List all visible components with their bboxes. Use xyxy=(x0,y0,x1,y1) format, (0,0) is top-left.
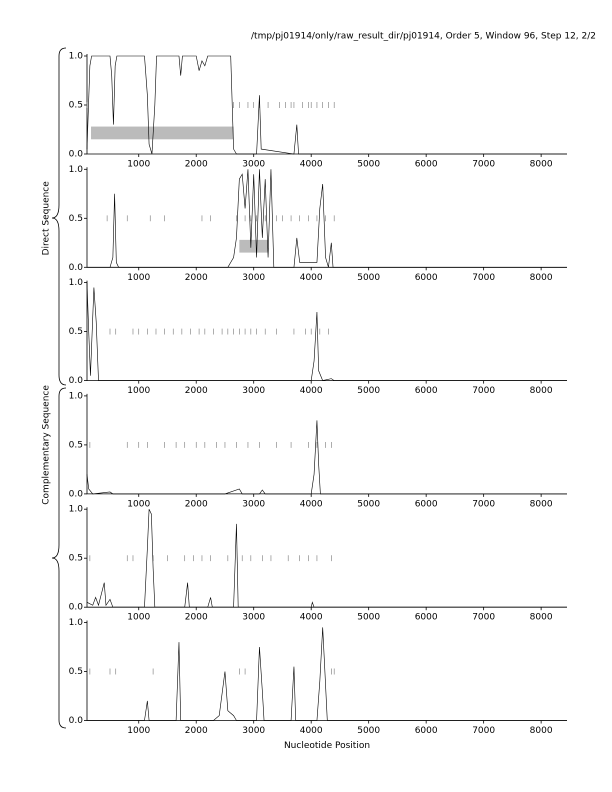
x-tick-label: 2000 xyxy=(185,613,208,623)
x-tick-label: 5000 xyxy=(357,726,380,736)
x-tick-label: 4000 xyxy=(300,613,323,623)
coding-potential-line xyxy=(86,282,567,381)
x-tick-label: 2000 xyxy=(185,726,208,736)
y-tick-label: 0.5 xyxy=(69,554,83,564)
x-tick-label: 5000 xyxy=(357,613,380,623)
x-tick-label: 2000 xyxy=(185,499,208,509)
y-tick-label: 0.0 xyxy=(69,376,84,386)
axis-frame xyxy=(86,620,567,721)
x-tick-label: 7000 xyxy=(472,386,495,396)
x-tick-label: 1000 xyxy=(127,386,150,396)
x-tick-label: 4000 xyxy=(300,160,323,170)
x-tick-label: 8000 xyxy=(530,160,553,170)
chart-title: /tmp/pj01914/only/raw_result_dir/pj01914… xyxy=(251,32,596,42)
gene-region xyxy=(239,239,269,253)
y-tick-label: 0.0 xyxy=(69,263,84,273)
x-tick-label: 4000 xyxy=(300,273,323,283)
x-tick-label: 8000 xyxy=(530,386,553,396)
direct-brace xyxy=(51,47,67,386)
x-tick-label: 1000 xyxy=(127,499,150,509)
x-tick-label: 1000 xyxy=(127,613,150,623)
x-tick-label: 1000 xyxy=(127,273,150,283)
x-tick-label: 1000 xyxy=(127,726,150,736)
coding-potential-line xyxy=(87,627,567,721)
coding-potential-line xyxy=(87,169,567,268)
x-tick-label: 8000 xyxy=(530,726,553,736)
y-tick-label: 1.0 xyxy=(69,278,84,288)
axis-frame xyxy=(86,507,567,608)
x-tick-label: 2000 xyxy=(185,273,208,283)
x-tick-label: 6000 xyxy=(415,499,438,509)
x-tick-label: 8000 xyxy=(530,273,553,283)
x-tick-label: 3000 xyxy=(242,499,265,509)
x-tick-label: 2000 xyxy=(185,386,208,396)
y-tick-label: 1.0 xyxy=(69,505,84,515)
x-tick-label: 7000 xyxy=(472,613,495,623)
x-tick-label: 6000 xyxy=(415,160,438,170)
x-tick-label: 7000 xyxy=(472,160,495,170)
x-tick-label: 1000 xyxy=(127,160,150,170)
y-tick-label: 0.5 xyxy=(69,214,83,224)
x-tick-label: 5000 xyxy=(357,160,380,170)
group-label: Direct Sequence xyxy=(42,181,52,256)
y-tick-label: 0.0 xyxy=(69,489,84,499)
y-tick-label: 0.5 xyxy=(69,667,83,677)
x-tick-label: 3000 xyxy=(242,726,265,736)
x-tick-label: 8000 xyxy=(530,613,553,623)
x-tick-label: 5000 xyxy=(357,386,380,396)
axis-frame xyxy=(86,167,567,268)
x-tick-label: 6000 xyxy=(415,273,438,283)
x-tick-label: 6000 xyxy=(415,386,438,396)
x-tick-label: 7000 xyxy=(472,499,495,509)
y-tick-label: 0.0 xyxy=(69,716,84,726)
group-label: Complementary Sequence xyxy=(42,385,52,505)
axis-frame xyxy=(86,280,567,381)
x-tick-label: 7000 xyxy=(472,273,495,283)
coding-potential-line xyxy=(86,509,567,608)
x-tick-label: 3000 xyxy=(242,160,265,170)
coding-potential-line xyxy=(86,420,567,495)
y-tick-label: 0.0 xyxy=(69,603,84,613)
y-tick-label: 0.5 xyxy=(69,327,83,337)
x-tick-label: 3000 xyxy=(242,613,265,623)
y-tick-label: 0.5 xyxy=(69,440,83,450)
x-tick-label: 6000 xyxy=(415,613,438,623)
gene-region xyxy=(91,126,234,140)
x-tick-label: 6000 xyxy=(415,726,438,736)
x-tick-label: 3000 xyxy=(242,273,265,283)
complementary-brace xyxy=(51,387,67,729)
x-tick-label: 4000 xyxy=(300,386,323,396)
x-tick-label: 8000 xyxy=(530,499,553,509)
axis-frame xyxy=(86,393,567,495)
x-tick-label: 7000 xyxy=(472,726,495,736)
y-tick-label: 0.0 xyxy=(69,150,84,160)
x-tick-label: 4000 xyxy=(300,726,323,736)
x-tick-label: 3000 xyxy=(242,386,265,396)
x-tick-label: 5000 xyxy=(357,499,380,509)
y-tick-label: 1.0 xyxy=(69,52,84,62)
y-tick-label: 0.5 xyxy=(69,101,83,111)
y-tick-label: 1.0 xyxy=(69,391,84,401)
x-tick-label: 5000 xyxy=(357,273,380,283)
x-tick-label: 4000 xyxy=(300,499,323,509)
x-tick-label: 2000 xyxy=(185,160,208,170)
coding-potential-line xyxy=(86,55,567,155)
x-axis-label: Nucleotide Position xyxy=(284,741,370,751)
y-tick-label: 1.0 xyxy=(69,618,84,628)
y-tick-label: 1.0 xyxy=(69,165,84,175)
